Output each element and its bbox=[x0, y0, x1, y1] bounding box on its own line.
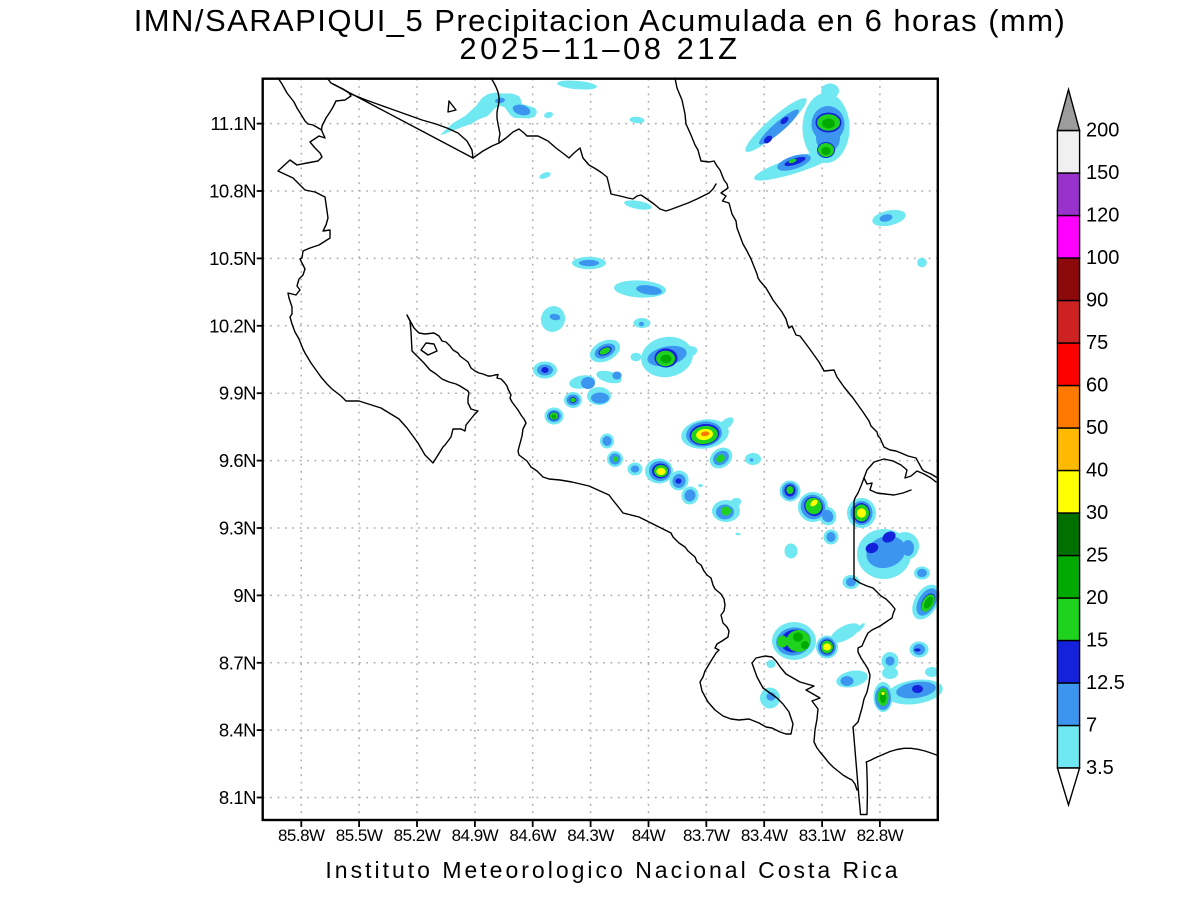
svg-text:84.9W: 84.9W bbox=[452, 826, 499, 845]
svg-text:10.5N: 10.5N bbox=[209, 248, 256, 269]
svg-text:8.4N: 8.4N bbox=[219, 720, 256, 741]
svg-text:85.5W: 85.5W bbox=[336, 826, 383, 845]
svg-text:20: 20 bbox=[1086, 587, 1108, 609]
svg-text:11.1N: 11.1N bbox=[211, 113, 257, 134]
svg-text:7: 7 bbox=[1086, 715, 1097, 737]
svg-text:120: 120 bbox=[1086, 205, 1119, 227]
svg-text:84W: 84W bbox=[632, 826, 666, 845]
svg-text:82.8W: 82.8W bbox=[857, 826, 904, 845]
svg-text:40: 40 bbox=[1086, 460, 1108, 482]
svg-text:10.2N: 10.2N bbox=[209, 315, 256, 336]
svg-text:84.6W: 84.6W bbox=[509, 826, 556, 845]
svg-text:150: 150 bbox=[1086, 162, 1119, 184]
svg-text:8.1N: 8.1N bbox=[219, 787, 256, 808]
svg-text:100: 100 bbox=[1086, 247, 1119, 269]
svg-text:50: 50 bbox=[1086, 417, 1108, 439]
svg-text:9N: 9N bbox=[233, 585, 256, 606]
svg-text:85.2W: 85.2W bbox=[394, 826, 441, 845]
svg-text:75: 75 bbox=[1086, 332, 1108, 354]
svg-text:Instituto Meteorologico Nacion: Instituto Meteorologico Nacional Costa R… bbox=[325, 857, 900, 883]
svg-text:12.5: 12.5 bbox=[1086, 672, 1125, 694]
svg-text:84.3W: 84.3W bbox=[567, 826, 614, 845]
svg-text:9.9N: 9.9N bbox=[219, 383, 256, 404]
svg-text:90: 90 bbox=[1086, 290, 1108, 312]
svg-text:15: 15 bbox=[1086, 630, 1108, 652]
svg-text:200: 200 bbox=[1086, 120, 1119, 142]
svg-text:IMN/SARAPIQUI_5 Precipitacion: IMN/SARAPIQUI_5 Precipitacion Acumulada … bbox=[134, 3, 1067, 38]
svg-text:9.6N: 9.6N bbox=[219, 450, 256, 471]
svg-text:60: 60 bbox=[1086, 375, 1108, 397]
svg-text:2025–11–08 21Z: 2025–11–08 21Z bbox=[459, 31, 740, 66]
svg-text:83.1W: 83.1W bbox=[799, 826, 846, 845]
svg-text:3.5: 3.5 bbox=[1086, 757, 1114, 779]
svg-text:85.8W: 85.8W bbox=[278, 826, 325, 845]
svg-text:8.7N: 8.7N bbox=[219, 652, 256, 673]
svg-text:83.4W: 83.4W bbox=[741, 826, 788, 845]
svg-text:9.3N: 9.3N bbox=[219, 518, 256, 539]
svg-text:10.8N: 10.8N bbox=[209, 181, 256, 202]
svg-text:25: 25 bbox=[1086, 545, 1108, 567]
svg-text:83.7W: 83.7W bbox=[683, 826, 730, 845]
svg-text:30: 30 bbox=[1086, 502, 1108, 524]
